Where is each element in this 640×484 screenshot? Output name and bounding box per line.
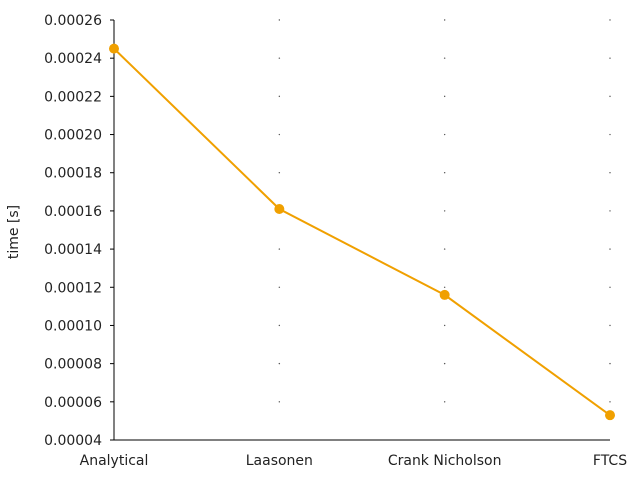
y-tick-label: 0.00018 bbox=[44, 166, 102, 182]
grid-dot bbox=[609, 401, 611, 403]
grid-dot bbox=[278, 324, 281, 327]
grid-dot bbox=[443, 324, 446, 327]
grid-dot bbox=[609, 362, 611, 365]
grid-dot bbox=[609, 95, 611, 98]
y-tick-label: 0.00006 bbox=[44, 395, 102, 411]
grid-dot bbox=[278, 133, 281, 136]
grid-dot bbox=[609, 210, 611, 212]
data-point bbox=[439, 289, 450, 300]
x-tick-label: Analytical bbox=[80, 453, 149, 469]
axes-layer bbox=[113, 20, 610, 441]
x-tick-label: FTCS bbox=[593, 453, 627, 469]
series-line bbox=[113, 47, 611, 416]
y-tick-label: 0.00004 bbox=[44, 433, 102, 449]
grid-dot bbox=[609, 19, 611, 21]
x-tick-labels: Analytical Laasonen Crank Nicholson FTCS bbox=[80, 453, 628, 469]
grid-dot bbox=[443, 133, 446, 136]
grid-dot bbox=[443, 172, 446, 174]
grid-dot bbox=[278, 248, 281, 250]
y-tick-label: 0.00008 bbox=[44, 357, 102, 373]
grid-dot bbox=[443, 248, 446, 250]
grid-dot bbox=[443, 362, 446, 365]
grid-dot bbox=[278, 57, 281, 59]
grid-dot bbox=[278, 362, 281, 365]
y-tick-labels: 0.00004 0.00006 0.00008 0.00010 0.00012 0.000… bbox=[44, 13, 114, 449]
grid-dot bbox=[443, 19, 446, 21]
y-tick-label: 0.00026 bbox=[44, 13, 102, 29]
grid-dot bbox=[609, 286, 611, 288]
y-tick-label: 0.00012 bbox=[44, 280, 102, 296]
grid-dot bbox=[609, 324, 611, 327]
grid-dot bbox=[278, 19, 281, 21]
x-tick-label: Crank Nicholson bbox=[388, 453, 502, 469]
grid-dot bbox=[443, 286, 446, 288]
x-tick-label: Laasonen bbox=[246, 453, 313, 469]
grid-dot bbox=[278, 172, 281, 174]
data-point bbox=[109, 43, 119, 54]
grid-dot bbox=[278, 401, 281, 403]
y-tick-label: 0.00014 bbox=[44, 242, 102, 258]
data-point bbox=[605, 410, 615, 421]
grid-dot bbox=[443, 401, 446, 403]
grid-dot bbox=[443, 57, 446, 59]
y-tick-label: 0.00016 bbox=[44, 204, 102, 220]
y-tick-label: 0.00024 bbox=[44, 51, 102, 67]
y-axis-label: time [s] bbox=[6, 205, 22, 259]
grid-dot bbox=[609, 248, 611, 250]
grid-dot bbox=[609, 172, 611, 174]
y-tick-label: 0.00022 bbox=[44, 89, 102, 105]
y-tick-label: 0.00010 bbox=[44, 318, 102, 334]
grid-dot bbox=[609, 133, 611, 136]
grid-layer bbox=[278, 19, 611, 403]
grid-dot bbox=[609, 57, 611, 59]
grid-dot bbox=[443, 95, 446, 98]
grid-dot bbox=[278, 95, 281, 98]
grid-dot bbox=[278, 286, 281, 288]
data-point bbox=[274, 204, 285, 214]
grid-dot bbox=[443, 210, 446, 212]
y-tick-label: 0.00020 bbox=[44, 128, 102, 144]
series-layer bbox=[109, 43, 615, 421]
